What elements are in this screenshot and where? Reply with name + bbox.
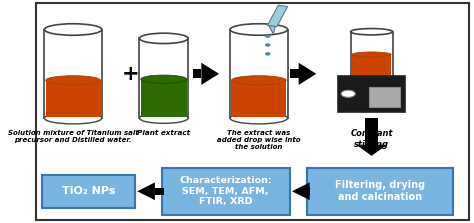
Polygon shape <box>299 63 316 85</box>
Ellipse shape <box>265 34 270 38</box>
Ellipse shape <box>231 76 286 85</box>
Text: Constant
stirring: Constant stirring <box>350 129 393 149</box>
Bar <box>369 87 401 107</box>
Text: Filtering, drying
and calcination: Filtering, drying and calcination <box>336 180 426 202</box>
FancyBboxPatch shape <box>42 175 135 208</box>
Ellipse shape <box>230 24 288 35</box>
Ellipse shape <box>139 113 188 123</box>
Ellipse shape <box>45 112 102 124</box>
Bar <box>267 5 288 27</box>
Ellipse shape <box>352 52 391 57</box>
Bar <box>45 29 102 118</box>
Bar <box>139 38 188 118</box>
Polygon shape <box>269 26 275 34</box>
FancyBboxPatch shape <box>308 168 454 215</box>
Polygon shape <box>137 182 155 200</box>
Ellipse shape <box>139 33 188 43</box>
Polygon shape <box>356 145 387 156</box>
Bar <box>155 188 164 195</box>
Bar <box>290 69 299 78</box>
FancyBboxPatch shape <box>162 168 290 215</box>
Text: Characterization:
SEM, TEM, AFM,
FTIR, XRD: Characterization: SEM, TEM, AFM, FTIR, X… <box>179 176 272 206</box>
Ellipse shape <box>265 52 270 56</box>
Bar <box>46 80 100 118</box>
Ellipse shape <box>351 29 392 35</box>
Bar <box>230 29 288 118</box>
Bar <box>305 188 310 195</box>
Bar <box>231 80 286 118</box>
Bar <box>338 76 405 112</box>
Text: TiO₂ NPs: TiO₂ NPs <box>62 186 115 196</box>
Bar <box>352 54 391 80</box>
Text: The extract was
added drop wise into
the solution: The extract was added drop wise into the… <box>217 130 301 151</box>
Ellipse shape <box>141 75 187 83</box>
Bar <box>141 79 187 118</box>
Polygon shape <box>292 182 310 200</box>
Circle shape <box>341 90 355 97</box>
Bar <box>365 118 378 145</box>
Bar <box>192 69 201 78</box>
Ellipse shape <box>265 43 270 47</box>
Ellipse shape <box>351 77 392 84</box>
Polygon shape <box>201 63 219 85</box>
Ellipse shape <box>230 112 288 124</box>
Ellipse shape <box>45 24 102 35</box>
Text: +: + <box>122 64 139 84</box>
Ellipse shape <box>46 76 100 85</box>
Text: Solution mixture of Titanium salt
precursor and Distilled water.: Solution mixture of Titanium salt precur… <box>8 130 138 143</box>
Bar <box>351 32 392 81</box>
Text: Plant extract: Plant extract <box>137 130 191 136</box>
